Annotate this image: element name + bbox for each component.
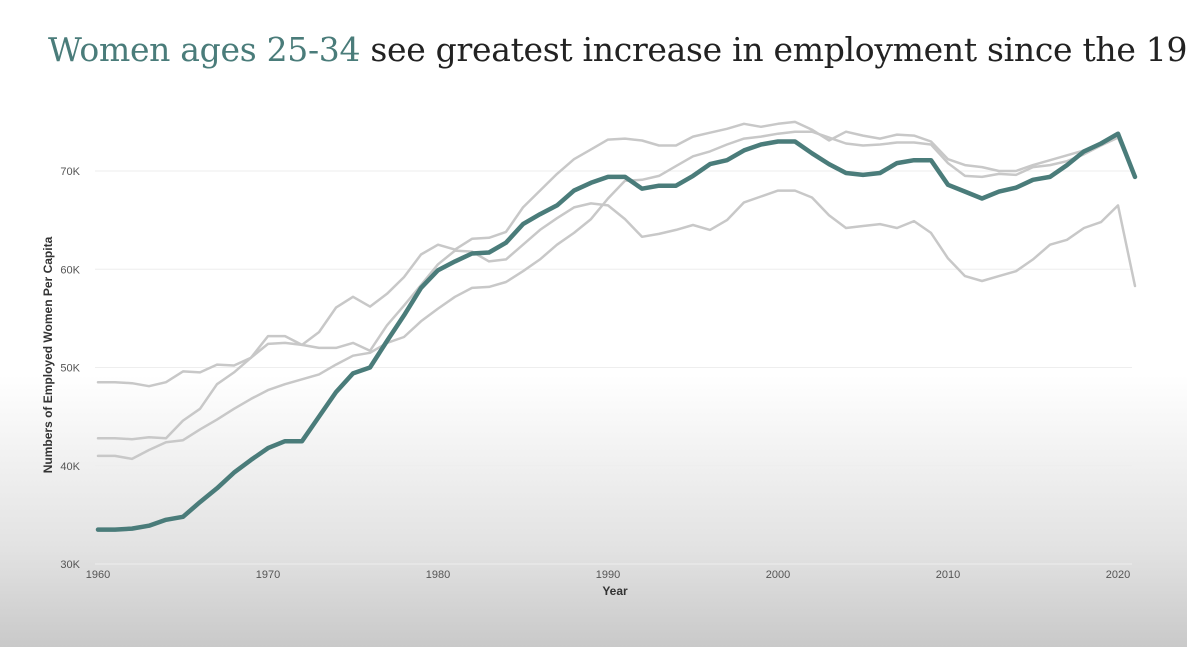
y-tick-label: 50K: [60, 363, 80, 375]
y-tick-label: 30K: [60, 559, 80, 571]
y-axis-ticks: 30K 40K 50K 60K 70K: [60, 166, 80, 571]
x-tick-label: 1990: [596, 569, 620, 581]
x-tick-label: 2000: [766, 569, 790, 581]
title-highlight: Women ages 25-34: [48, 30, 361, 69]
chart-title: Women ages 25-34 see greatest increase i…: [48, 30, 1187, 69]
gridlines: [95, 170, 1132, 565]
series-lines: [95, 120, 1138, 532]
series-line[interactable]: [96, 189, 1137, 441]
x-tick-label: 1960: [86, 569, 110, 581]
y-tick-label: 40K: [60, 461, 80, 473]
x-tick-label: 2010: [936, 569, 960, 581]
title-rest: see greatest increase in employment sinc…: [360, 30, 1187, 69]
x-tick-label: 1970: [256, 569, 280, 581]
x-axis-label: Year: [602, 584, 628, 598]
x-tick-label: 2020: [1106, 569, 1130, 581]
y-tick-label: 60K: [60, 264, 80, 276]
x-axis-ticks: 1960 1970 1980 1990 2000 2010 2020: [86, 569, 1130, 581]
y-tick-label: 70K: [60, 166, 80, 178]
y-axis-label: Numbers of Employed Women Per Capita: [41, 236, 55, 473]
x-tick-label: 1980: [426, 569, 450, 581]
series-line[interactable]: [96, 120, 1137, 388]
series-line-highlight[interactable]: [95, 131, 1138, 532]
series-line[interactable]: [96, 130, 1137, 461]
